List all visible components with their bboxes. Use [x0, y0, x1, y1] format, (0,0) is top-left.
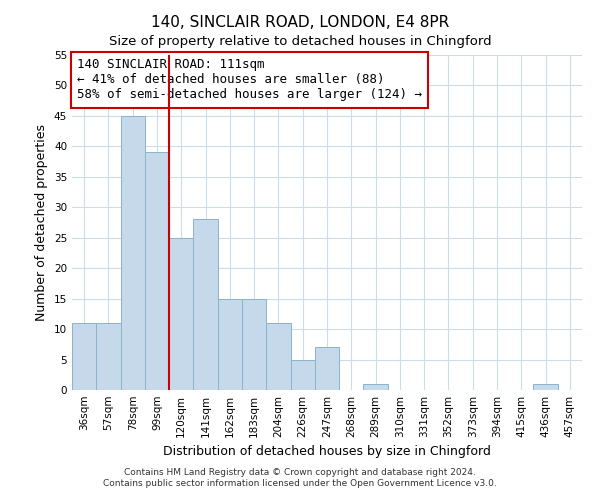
Bar [315, 348, 339, 390]
Bar [266, 323, 290, 390]
Bar [193, 220, 218, 390]
Bar [218, 298, 242, 390]
Bar [242, 298, 266, 390]
Y-axis label: Number of detached properties: Number of detached properties [35, 124, 49, 321]
Text: Contains HM Land Registry data © Crown copyright and database right 2024.
Contai: Contains HM Land Registry data © Crown c… [103, 468, 497, 487]
Text: 140, SINCLAIR ROAD, LONDON, E4 8PR: 140, SINCLAIR ROAD, LONDON, E4 8PR [151, 15, 449, 30]
X-axis label: Distribution of detached houses by size in Chingford: Distribution of detached houses by size … [163, 446, 491, 458]
Bar [364, 384, 388, 390]
Bar [121, 116, 145, 390]
Text: Size of property relative to detached houses in Chingford: Size of property relative to detached ho… [109, 35, 491, 48]
Bar [169, 238, 193, 390]
Bar [533, 384, 558, 390]
Text: 140 SINCLAIR ROAD: 111sqm
← 41% of detached houses are smaller (88)
58% of semi-: 140 SINCLAIR ROAD: 111sqm ← 41% of detac… [77, 58, 422, 102]
Bar [72, 323, 96, 390]
Bar [290, 360, 315, 390]
Bar [145, 152, 169, 390]
Bar [96, 323, 121, 390]
